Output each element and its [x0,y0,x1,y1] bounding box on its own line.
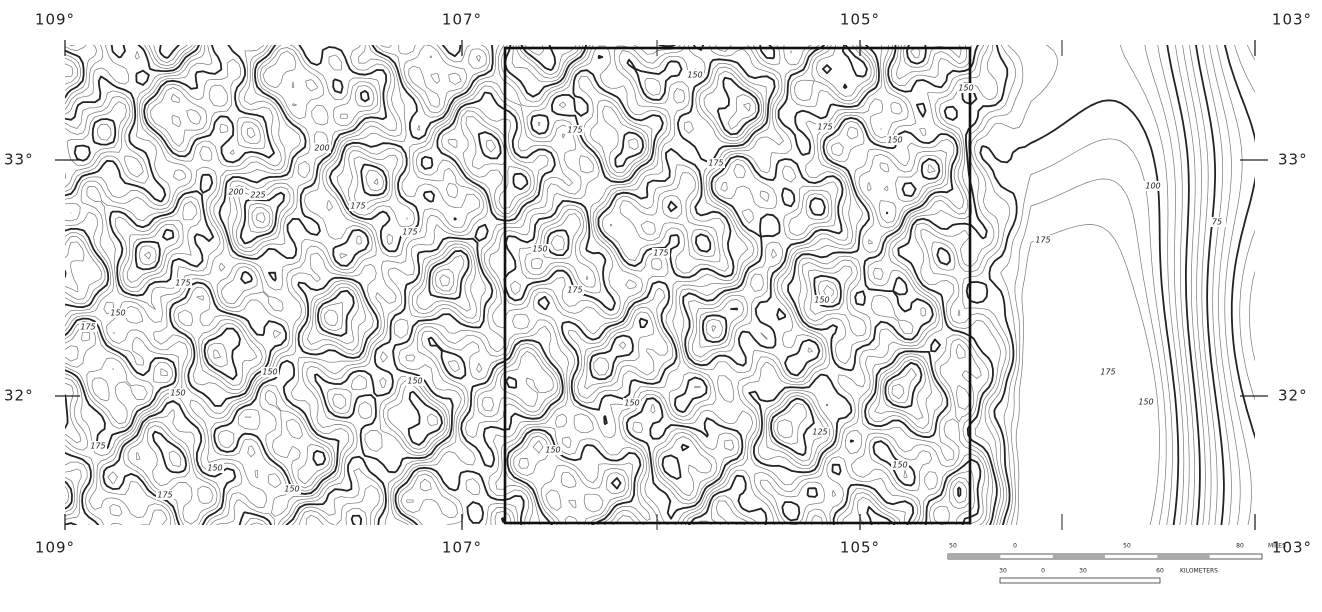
scale-label: 30 [1079,568,1087,575]
contour-label: 175 [1100,368,1115,377]
contour-label: 175 [90,442,105,451]
page: {"map": { "longitude_labels_top": ["109°… [0,0,1322,608]
contour-label: 175 [567,126,582,135]
contour-label: 150 [814,296,829,305]
contour-line [65,45,1178,525]
latitude-label: 33° [1278,151,1308,169]
contour-line [65,45,1189,525]
contour-line [65,45,1184,525]
contour-line [65,45,1217,525]
longitude-label: 103° [1272,11,1312,29]
contour-label: 150 [545,446,560,455]
contour-label: 125 [812,428,827,437]
contour-label: 150 [624,399,639,408]
scale-label: 50 [1123,543,1131,550]
scale-segment [1157,554,1209,559]
contour-label: 150 [407,377,422,386]
longitude-label: 107° [442,11,482,29]
scale-segment [948,554,1000,559]
scale-label: 30 [999,568,1007,575]
contour-label: 175 [1035,236,1050,245]
scale-unit: KILOMETERS [1180,568,1218,575]
contour-label: 150 [1138,398,1153,407]
scale-label: 0 [1013,543,1017,550]
longitude-label: 109° [35,11,75,29]
scale-label: 60 [1156,568,1164,575]
contour-layer [65,45,1259,525]
longitude-label: 109° [35,539,75,557]
contour-label: 150 [958,84,973,93]
contour-line [257,213,450,286]
longitude-label: 105° [840,539,880,557]
contour-label: 150 [687,71,702,80]
contour-label: 175 [567,286,582,295]
contour-label: 150 [887,136,902,145]
contour-label: 200 [228,188,243,197]
contour-label: 200 [314,144,329,153]
contour-label: 175 [157,491,172,500]
contour-label: 150 [170,389,185,398]
scale-bar-km [1000,578,1160,583]
contour-label: 225 [250,191,265,200]
latitude-label: 32° [1278,387,1308,405]
contour-label: 175 [175,279,190,288]
contour-map: 109°109°107°107°105°105°103°103°33°33°32… [0,0,1322,608]
scale-label: 50 [949,543,957,550]
scale-unit: MILES [1268,543,1286,550]
contour-label: 175 [817,123,832,132]
contour-label: 175 [653,249,668,258]
longitude-label: 105° [840,11,880,29]
contour-line [65,45,1211,525]
contour-label: 175 [80,323,95,332]
scale-label: 0 [1041,568,1045,575]
latitude-label: 33° [4,151,34,169]
longitude-label: 107° [442,539,482,557]
contour-label: 150 [532,245,547,254]
scale-segment [1053,554,1105,559]
contour-label: 150 [262,368,277,377]
latitude-label: 32° [4,387,34,405]
contour-label: 150 [284,485,299,494]
contour-label: 175 [350,202,365,211]
contour-label: 175 [402,228,417,237]
contour-label: 175 [708,159,723,168]
scale-label: 80 [1236,543,1244,550]
contour-line [1016,225,1159,526]
contour-label: 75 [1212,218,1222,227]
contour-label: 100 [1145,182,1160,191]
contour-label: 150 [892,461,907,470]
contour-label: 150 [207,464,222,473]
contour-label: 150 [110,309,125,318]
